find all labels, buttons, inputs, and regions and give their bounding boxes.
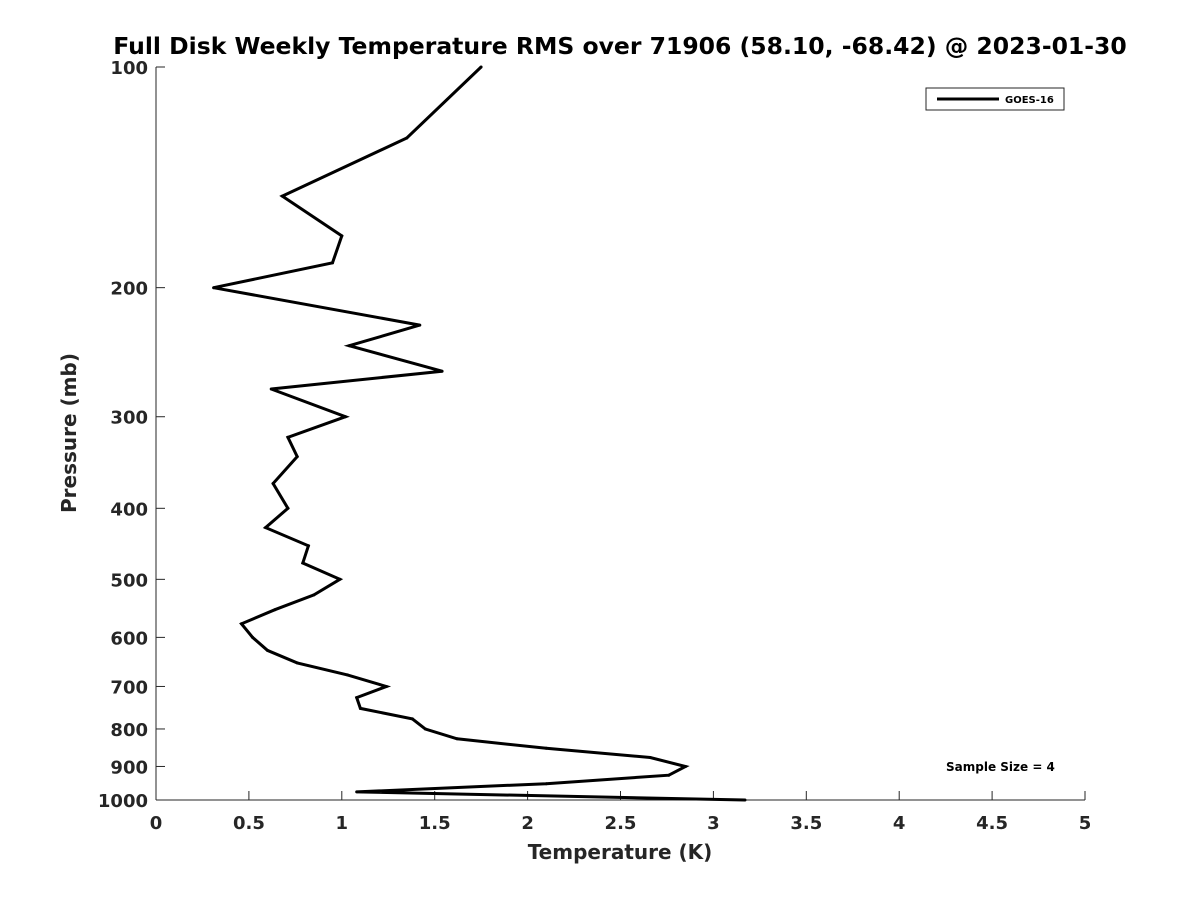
y-tick-label: 800 <box>110 720 148 741</box>
data-point <box>301 561 305 565</box>
x-axis-label: Temperature (K) <box>528 840 713 864</box>
data-point <box>648 756 652 759</box>
data-point <box>295 661 299 665</box>
y-tick-label: 600 <box>110 628 148 649</box>
data-point <box>240 622 243 626</box>
x-tick-label: 3 <box>707 813 720 834</box>
data-point <box>347 344 351 348</box>
x-tick-label: 1 <box>336 813 349 834</box>
y-axis-label: Pressure (mb) <box>57 353 81 513</box>
data-point <box>405 136 409 140</box>
data-point <box>423 727 427 731</box>
y-tick-label: 300 <box>110 408 148 429</box>
data-point <box>286 435 290 439</box>
data-point <box>264 526 268 530</box>
data-point <box>455 737 459 741</box>
series-group <box>212 65 747 802</box>
x-tick-label: 0 <box>150 813 163 834</box>
x-tick-label: 4 <box>893 813 906 834</box>
data-point <box>355 696 359 700</box>
y-tick-label: 200 <box>110 279 148 300</box>
data-point <box>358 706 362 710</box>
sample-size-annotation: Sample Size = 4 <box>946 760 1055 774</box>
data-point <box>544 782 548 786</box>
data-point <box>410 717 414 721</box>
data-point <box>269 387 273 391</box>
y-tick-label: 700 <box>110 677 148 698</box>
y-tick-label: 1000 <box>98 791 148 812</box>
data-point <box>667 773 671 777</box>
y-tick-label: 400 <box>110 499 148 520</box>
data-point <box>384 685 388 688</box>
data-point <box>280 194 284 198</box>
data-point <box>286 506 290 510</box>
x-tick-label: 3.5 <box>790 813 822 834</box>
y-tick-label: 100 <box>110 58 148 79</box>
data-point <box>544 746 548 750</box>
data-point <box>306 544 310 548</box>
x-tick-label: 5 <box>1079 813 1092 834</box>
x-ticks: 0 0.5 1 1.5 2 2.5 3 3.5 4 4.5 5 <box>150 791 1092 834</box>
data-point <box>344 415 347 419</box>
data-point <box>273 608 277 612</box>
data-point <box>743 798 747 802</box>
data-point <box>355 790 359 794</box>
data-point <box>266 648 269 652</box>
x-tick-label: 2 <box>521 813 534 834</box>
x-tick-label: 4.5 <box>976 813 1008 834</box>
data-point <box>338 577 342 581</box>
chart-title: Full Disk Weekly Temperature RMS over 71… <box>113 32 1127 60</box>
series-line-goes-16 <box>213 65 746 802</box>
x-tick-label: 2.5 <box>605 813 637 834</box>
data-point <box>271 482 275 485</box>
data-point <box>251 635 255 639</box>
y-ticks: 100 200 300 400 500 600 700 800 900 1000 <box>98 58 165 812</box>
data-point <box>331 261 334 265</box>
data-point <box>212 286 216 290</box>
legend: GOES-16 <box>925 87 1065 111</box>
x-tick-label: 1.5 <box>419 813 451 834</box>
legend-label: GOES-16 <box>1005 95 1054 106</box>
data-point <box>418 323 422 327</box>
data-point <box>312 593 316 597</box>
x-tick-label: 0.5 <box>233 813 265 834</box>
data-point <box>295 455 299 459</box>
data-point <box>440 369 444 373</box>
data-point <box>340 234 344 238</box>
data-point <box>684 765 687 768</box>
y-tick-label: 500 <box>110 570 148 591</box>
y-tick-label: 900 <box>110 757 148 778</box>
data-point <box>345 673 349 677</box>
data-point <box>479 65 483 69</box>
